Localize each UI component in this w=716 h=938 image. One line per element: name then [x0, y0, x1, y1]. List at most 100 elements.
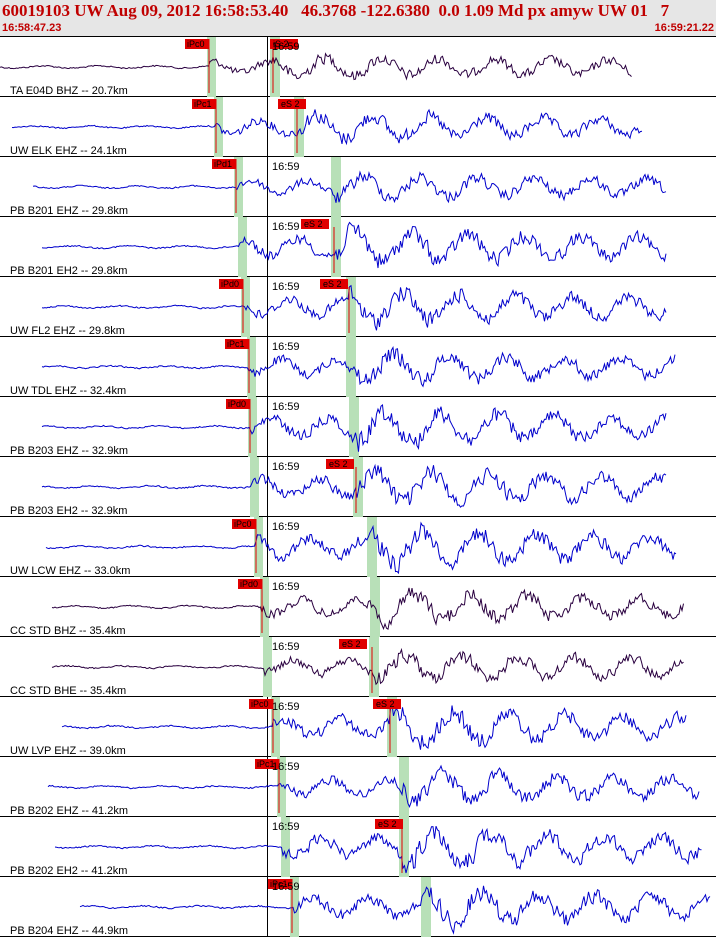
s-window-highlight [399, 817, 409, 877]
p-pick-label: iPc1 [194, 99, 212, 109]
p-pick-label: iPd0 [221, 279, 239, 289]
minute-label: 16:59 [272, 281, 300, 293]
p-window-highlight [254, 517, 263, 577]
p-pick-label: iPc0 [251, 699, 269, 709]
trace-row[interactable]: iPc1 16:59 UW TDL EHZ -- 32.4km [0, 337, 716, 397]
s-window-highlight [294, 97, 304, 157]
trace-row[interactable]: eS 2 16:59 PB B203 EH2 -- 32.9km [0, 457, 716, 517]
p-pick-label: iPd1 [214, 159, 232, 169]
trace-row[interactable]: eS 2 16:59 CC STD BHE -- 35.4km [0, 637, 716, 697]
trace-row[interactable]: iPc0 eS 2 16:59 UW LVP EHZ -- 39.0km [0, 697, 716, 757]
trace-row[interactable]: eS 2 16:59 PB B201 EH2 -- 29.8km [0, 217, 716, 277]
p-pick-flag[interactable] [226, 399, 250, 409]
station-label: TA E04D BHZ -- 20.7km [10, 85, 128, 97]
minute-label: 16:59 [272, 41, 300, 53]
s-window-highlight [399, 757, 409, 817]
s-pick-flag[interactable] [278, 99, 306, 109]
p-pick-label: iPd0 [228, 399, 246, 409]
p-pick-flag[interactable] [185, 39, 209, 49]
p-pick-label: iPc0 [187, 39, 205, 49]
trace-row[interactable]: iPd0 16:59 CC STD BHZ -- 35.4km [0, 577, 716, 637]
waveform [11, 108, 643, 146]
station-label: PB B203 EHZ -- 32.9km [10, 445, 128, 457]
p-pick-flag[interactable] [255, 759, 279, 769]
s-pick-flag[interactable] [375, 819, 403, 829]
s-pick-flag[interactable] [320, 279, 348, 289]
s-window-highlight [346, 337, 356, 397]
p-pick-label: iPc1 [257, 759, 275, 769]
waveform [41, 463, 667, 508]
waveform [41, 284, 667, 331]
station-label: PB B202 EHZ -- 41.2km [10, 805, 128, 817]
trace-row[interactable]: iPc1 eS 2 UW ELK EHZ -- 24.1km [0, 97, 716, 157]
s-pick-label: iS 2 [273, 39, 289, 49]
waveform [51, 647, 684, 686]
minute-label: 16:59 [272, 581, 300, 593]
waveform [47, 764, 700, 808]
s-window-highlight [331, 217, 341, 277]
s-pick-flag[interactable] [301, 219, 329, 229]
p-pick-flag[interactable] [219, 279, 243, 289]
p-pick-flag[interactable] [192, 99, 216, 109]
s-pick-label: eS 2 [378, 819, 397, 829]
p-pick-label: iPc0 [234, 519, 252, 529]
s-window-highlight [387, 697, 397, 757]
station-label: CC STD BHZ -- 35.4km [10, 625, 126, 637]
waveform [54, 826, 702, 874]
minute-label: 16:59 [272, 461, 300, 473]
s-pick-label: eS 2 [304, 219, 323, 229]
s-pick-label: eS 2 [281, 99, 300, 109]
s-pick-label: eS 2 [323, 279, 342, 289]
p-window-highlight [260, 577, 269, 637]
p-window-highlight [250, 457, 259, 517]
s-pick-label: eS 2 [376, 699, 395, 709]
p-pick-flag[interactable] [249, 699, 273, 709]
p-pick-flag[interactable] [225, 339, 249, 349]
s-window-highlight [421, 877, 431, 937]
s-window-highlight [270, 37, 280, 97]
waveform [61, 704, 687, 750]
event-header: 60019103 UW Aug 09, 2012 16:58:53.40 46.… [0, 0, 716, 37]
s-pick-flag[interactable] [339, 639, 367, 649]
minute-label: 16:59 [272, 341, 300, 353]
s-window-highlight [369, 637, 379, 697]
p-pick-flag[interactable] [238, 579, 262, 589]
seismogram-panel: iPc0 iS 2 16:59 TA E04D BHZ -- 20.7km iPc1 eS… [0, 37, 716, 938]
station-label: UW LCW EHZ -- 33.0km [10, 565, 130, 577]
s-window-highlight [346, 277, 356, 337]
station-label: PB B201 EH2 -- 29.8km [10, 265, 127, 277]
trace-row[interactable]: eS 2 16:59 PB B202 EH2 -- 41.2km [0, 817, 716, 877]
minute-label: 16:59 [272, 701, 300, 713]
minute-label: 16:59 [272, 881, 300, 893]
s-pick-flag[interactable] [326, 459, 354, 469]
p-pick-flag[interactable] [232, 519, 256, 529]
trace-row[interactable]: iPc0 iS 216:59 TA E04D BHZ -- 20.7km [0, 37, 716, 97]
p-pick-flag[interactable] [268, 879, 292, 889]
waveform [0, 52, 632, 81]
station-label: UW ELK EHZ -- 24.1km [10, 145, 127, 157]
s-pick-flag[interactable] [270, 39, 298, 49]
trace-row[interactable]: iPd1 16:59 PB B201 EHZ -- 29.8km [0, 157, 716, 217]
p-window-highlight [247, 337, 256, 397]
p-pick-label: iPc1 [270, 879, 288, 889]
minute-label: 16:59 [272, 761, 300, 773]
s-pick-flag[interactable] [373, 699, 401, 709]
window-start-time: 16:58:47.23 [2, 22, 62, 34]
s-window-highlight [349, 397, 359, 457]
p-window-highlight [207, 37, 216, 97]
station-label: CC STD BHE -- 35.4km [10, 685, 126, 697]
p-window-highlight [214, 97, 223, 157]
p-window-highlight [290, 877, 299, 937]
waveform [45, 521, 677, 575]
waveform [41, 221, 667, 269]
s-window-highlight [353, 457, 363, 517]
p-pick-flag[interactable] [212, 159, 236, 169]
station-label: PB B203 EH2 -- 32.9km [10, 505, 127, 517]
trace-row[interactable]: iPd0 eS 2 16:59 UW FL2 EHZ -- 29.8km [0, 277, 716, 337]
trace-row[interactable]: iPc0 16:59 UW LCW EHZ -- 33.0km [0, 517, 716, 577]
station-label: PB B201 EHZ -- 29.8km [10, 205, 128, 217]
trace-row[interactable]: iPd0 16:59 PB B203 EHZ -- 32.9km [0, 397, 716, 457]
